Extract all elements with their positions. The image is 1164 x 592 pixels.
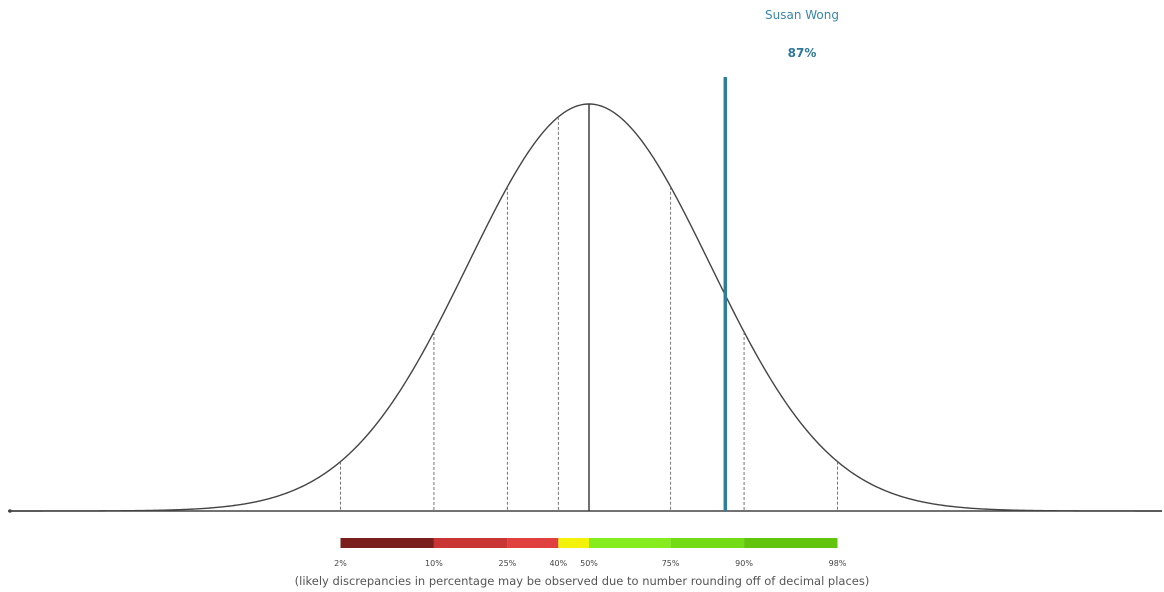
bell-curve-line bbox=[10, 103, 1162, 512]
subject-percentile-label: 87% bbox=[787, 46, 817, 60]
rounding-note: (likely discrepancies in percentage may … bbox=[294, 574, 870, 588]
percentile-band-10-25 bbox=[433, 538, 508, 548]
percentile-tick-label: 25% bbox=[498, 559, 516, 568]
percentile-band-75-90 bbox=[670, 538, 745, 548]
percentile-band-25-40 bbox=[507, 538, 559, 548]
percentile-band-50-75 bbox=[589, 538, 671, 548]
percentile-band-2-10 bbox=[340, 538, 434, 548]
percentile-tick-label: 2% bbox=[334, 559, 347, 568]
percentile-band-40-50 bbox=[558, 538, 589, 548]
percentile-tick-label: 40% bbox=[549, 559, 567, 568]
x-axis-left-end bbox=[8, 509, 12, 513]
percentile-tick-label: 75% bbox=[662, 559, 680, 568]
subject-name-label: Susan Wong bbox=[765, 8, 839, 22]
percentile-tick-label: 50% bbox=[580, 559, 598, 568]
percentile-band-90-98 bbox=[744, 538, 838, 548]
percentile-tick-label: 98% bbox=[829, 559, 847, 568]
percentile-tick-label: 10% bbox=[425, 559, 443, 568]
percentile-tick-label: 90% bbox=[735, 559, 753, 568]
